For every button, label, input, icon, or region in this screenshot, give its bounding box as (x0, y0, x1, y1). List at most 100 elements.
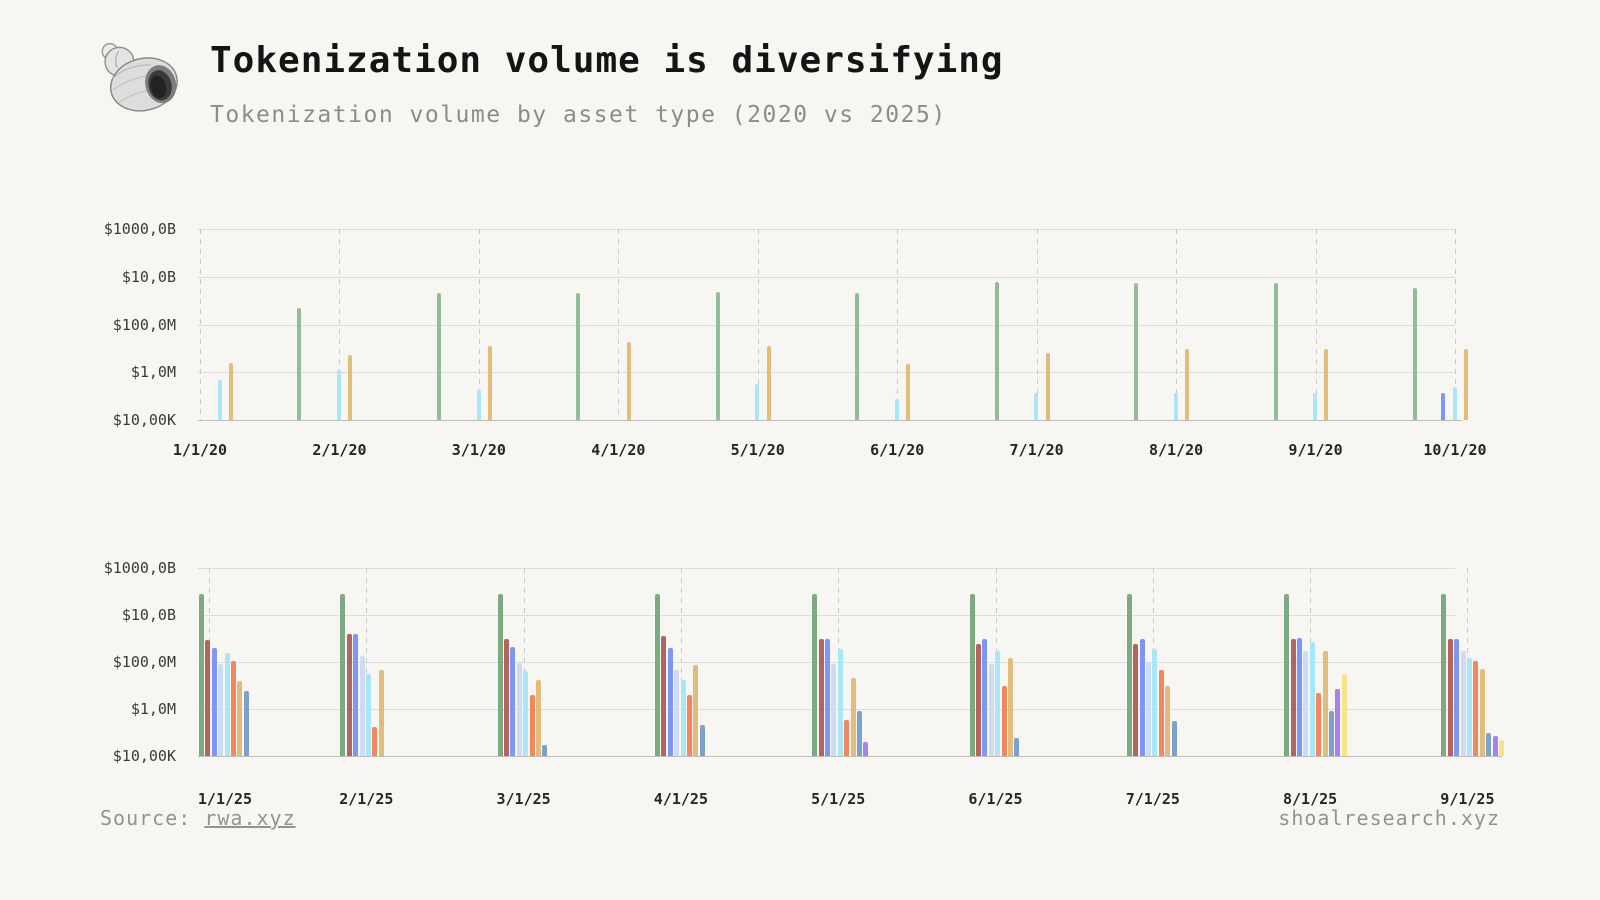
bar-gold (693, 664, 699, 756)
bar-steel-blue (542, 744, 548, 756)
bar-sky-blue (476, 390, 481, 420)
bar-gold (487, 345, 492, 420)
category-gridline (681, 568, 682, 756)
bar-green (1441, 593, 1447, 756)
bar-gold (1324, 348, 1329, 420)
bar-green (855, 293, 860, 420)
bar-steel-blue (857, 711, 862, 756)
bar-green (1284, 593, 1290, 756)
bar-gold (1479, 669, 1485, 756)
bar-maroon (661, 635, 667, 756)
bar-periwinkle-blue (825, 638, 830, 756)
bar-sky-blue (337, 370, 342, 420)
bar-periwinkle-blue (1139, 638, 1145, 756)
bar-gold (1463, 349, 1468, 420)
bar-green (1412, 287, 1417, 420)
bar-maroon (1447, 638, 1453, 756)
bar-green (199, 593, 204, 756)
page-subtitle: Tokenization volume by asset type (2020 … (210, 102, 947, 128)
bar-yellow (1499, 739, 1504, 756)
x-tick-label: 2/1/20 (312, 441, 367, 459)
bar-yellow (1341, 674, 1347, 756)
gridline (198, 229, 1455, 230)
bar-sky-blue (523, 671, 529, 756)
bar-sky-blue (995, 650, 1001, 756)
shell-logo (101, 42, 178, 112)
gridline (198, 276, 1455, 278)
bar-purple (1335, 689, 1341, 756)
bar-gold (1165, 685, 1171, 756)
bar-green (1134, 282, 1139, 420)
x-tick-label: 4/1/20 (591, 441, 646, 459)
category-gridline (200, 229, 201, 420)
bar-steel-blue (699, 725, 705, 756)
x-tick-label: 10/1/20 (1423, 441, 1487, 459)
bar-sky-blue (680, 680, 686, 756)
y-tick-label: $10,0B (121, 606, 176, 624)
bar-green (994, 282, 999, 420)
bar-sky-blue (365, 674, 371, 756)
bar-gold (1045, 353, 1050, 420)
bar-pale-blue (1303, 650, 1309, 756)
bar-sky-blue (1313, 393, 1318, 420)
category-gridline (897, 229, 898, 420)
bar-coral (686, 694, 692, 756)
x-tick-label: 7/1/20 (1009, 441, 1064, 459)
bar-coral (1473, 661, 1479, 756)
category-gridline (758, 229, 759, 420)
bar-periwinkle-blue (1454, 638, 1460, 756)
bar-green (297, 307, 302, 420)
bar-periwinkle-blue (667, 648, 673, 756)
source-line: Source: rwa.xyz (100, 806, 296, 830)
source-link[interactable]: rwa.xyz (204, 806, 296, 830)
bar-gold (348, 354, 353, 420)
bar-sky-blue (1309, 642, 1315, 756)
bar-sky-blue (755, 383, 760, 420)
y-tick-label: $1,0M (130, 363, 176, 382)
category-gridline (1455, 229, 1456, 420)
bar-sky-blue (1452, 387, 1457, 420)
bar-periwinkle-blue (353, 634, 359, 756)
bar-periwinkle-blue (982, 638, 988, 756)
y-tick-label: $10,0B (121, 267, 176, 286)
bar-pale-blue (1460, 650, 1466, 756)
bar-coral (1158, 670, 1164, 756)
x-tick-label: 3/1/25 (496, 790, 551, 808)
x-tick-label: 5/1/20 (730, 441, 785, 459)
bar-sky-blue (1034, 392, 1039, 420)
bar-sky-blue (894, 399, 899, 420)
y-tick-label: $1,0M (130, 700, 176, 718)
bar-sky-blue (1467, 657, 1472, 756)
x-tick-label: 2/1/25 (339, 790, 394, 808)
bar-sky-blue (1173, 392, 1178, 420)
bar-periwinkle-blue (510, 646, 516, 756)
category-gridline (479, 229, 480, 420)
bar-green (1126, 593, 1132, 756)
gridline (198, 615, 1455, 616)
bar-periwinkle-blue (1296, 637, 1302, 756)
bar-periwinkle-blue (211, 647, 217, 756)
bar-gold (228, 363, 233, 420)
x-tick-label: 5/1/25 (811, 790, 866, 808)
x-axis-line (198, 756, 1502, 757)
y-tick-label: $100,0M (112, 315, 176, 334)
x-tick-label: 9/1/20 (1288, 441, 1343, 459)
y-tick-label: $100,0M (112, 653, 176, 671)
bar-pale-blue (516, 663, 522, 756)
bar-periwinkle-blue (1441, 393, 1446, 420)
bar-gold (1185, 348, 1190, 420)
bar-coral (231, 661, 236, 756)
x-tick-label: 8/1/20 (1148, 441, 1204, 459)
gridline (198, 662, 1455, 663)
bar-gold (378, 670, 384, 756)
category-gridline (524, 568, 525, 756)
bar-green (812, 593, 818, 756)
bar-gold (627, 342, 632, 420)
bar-maroon (975, 643, 981, 756)
bar-green (1273, 283, 1278, 420)
bar-maroon (1290, 638, 1296, 756)
gridline (198, 324, 1455, 326)
category-gridline (618, 229, 619, 420)
bar-pale-blue (831, 664, 837, 756)
bar-green (654, 593, 660, 756)
